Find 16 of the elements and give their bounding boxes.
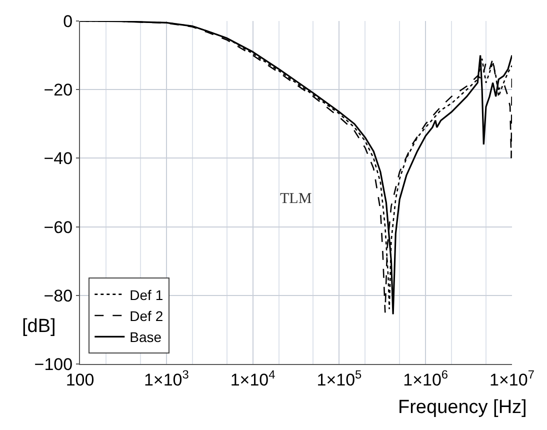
x-tick-label: 1×10$^{7}$	[490, 367, 535, 390]
y-tick-label: −80	[44, 286, 73, 306]
y-tick-label: −60	[44, 218, 73, 237]
x-tick-label: 1×10$^{6}$	[403, 367, 448, 390]
legend-label: Def 1	[130, 286, 164, 303]
annotation: TLM	[280, 191, 312, 207]
x-tick-label: 1×10$^{5}$	[316, 367, 362, 390]
legend-label: Base	[130, 329, 162, 346]
x-axis-title: Frequency [Hz]	[398, 397, 527, 418]
y-tick-label: −40	[44, 149, 73, 168]
legend-label: Def 2	[130, 308, 164, 324]
x-tick-label: 1×10$^{4}$	[230, 367, 276, 390]
x-tick-label: 1×10$^{3}$	[144, 367, 190, 390]
y-axis-title: [dB]	[22, 316, 56, 337]
y-tick-label: 0	[63, 12, 73, 31]
y-tick-label: −20	[44, 80, 73, 100]
